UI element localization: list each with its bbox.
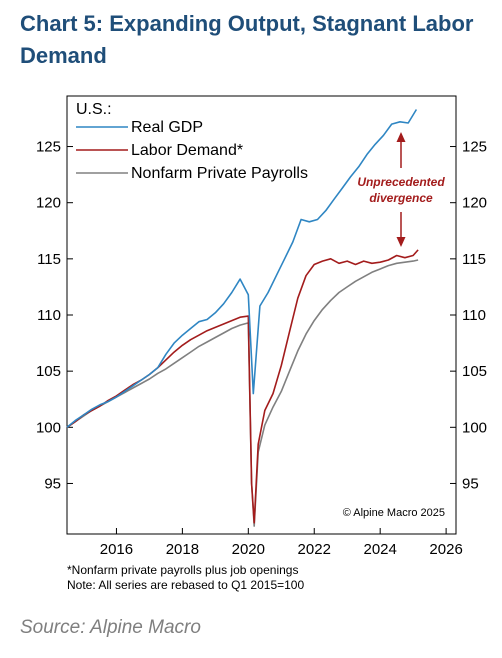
y-tick-label-left: 120 xyxy=(36,195,61,212)
x-tick-label: 2018 xyxy=(166,541,199,558)
chart-title: Chart 5: Expanding Output, Stagnant Labo… xyxy=(20,11,474,68)
y-tick-label-right: 105 xyxy=(462,363,487,380)
y-tick-label-left: 125 xyxy=(36,139,61,156)
y-tick-label-left: 110 xyxy=(37,307,61,324)
y-tick-label-left: 105 xyxy=(36,363,61,380)
series-line-real-gdp xyxy=(66,109,418,428)
y-tick-label-right: 115 xyxy=(462,251,486,268)
chart-area: 95 95 100 100 105 105 110 110 115 115 120 120 125 125… xyxy=(36,95,487,558)
annotation-line-1: Unprecedented xyxy=(357,175,445,189)
y-tick-label-right: 125 xyxy=(462,139,487,156)
region-label: U.S.: xyxy=(76,101,112,118)
x-tick-label: 2024 xyxy=(363,541,396,558)
legend-label: Labor Demand* xyxy=(131,142,243,159)
series-line-labor-demand xyxy=(66,249,419,524)
legend-label: Real GDP xyxy=(131,119,203,136)
annotation-line-2: divergence xyxy=(369,191,433,205)
x-tick-label: 2022 xyxy=(298,541,331,558)
legend: Real GDP Labor Demand* Nonfarm Private Pay… xyxy=(76,119,308,182)
arrow-up-icon xyxy=(396,132,406,142)
footnote-1: *Nonfarm private payrolls plus job openi… xyxy=(67,563,299,577)
y-tick-label-right: 95 xyxy=(462,475,479,492)
source-text: Source: Alpine Macro xyxy=(20,617,201,638)
divergence-annotation: Unprecedented divergence xyxy=(357,132,445,247)
y-tick-label-right: 100 xyxy=(462,419,487,436)
y-tick-label-right: 110 xyxy=(462,307,486,324)
copyright-text: © Alpine Macro 2025 xyxy=(343,507,445,519)
series-lines xyxy=(66,109,419,527)
y-tick-label-left: 100 xyxy=(36,419,61,436)
legend-label: Nonfarm Private Payrolls xyxy=(131,165,308,182)
footnote-2: Note: All series are rebased to Q1 2015=… xyxy=(67,578,305,592)
arrow-down-icon xyxy=(396,237,406,247)
axis-ticks: 95 95 100 100 105 105 110 110 115 115 120 120 125 125… xyxy=(36,139,487,558)
y-tick-label-right: 120 xyxy=(462,195,487,212)
x-tick-label: 2026 xyxy=(429,541,462,558)
y-tick-label-left: 115 xyxy=(37,251,61,268)
x-tick-label: 2020 xyxy=(232,541,265,558)
y-tick-label-left: 95 xyxy=(44,475,61,492)
plot-frame xyxy=(66,95,457,535)
x-tick-label: 2016 xyxy=(100,541,133,558)
